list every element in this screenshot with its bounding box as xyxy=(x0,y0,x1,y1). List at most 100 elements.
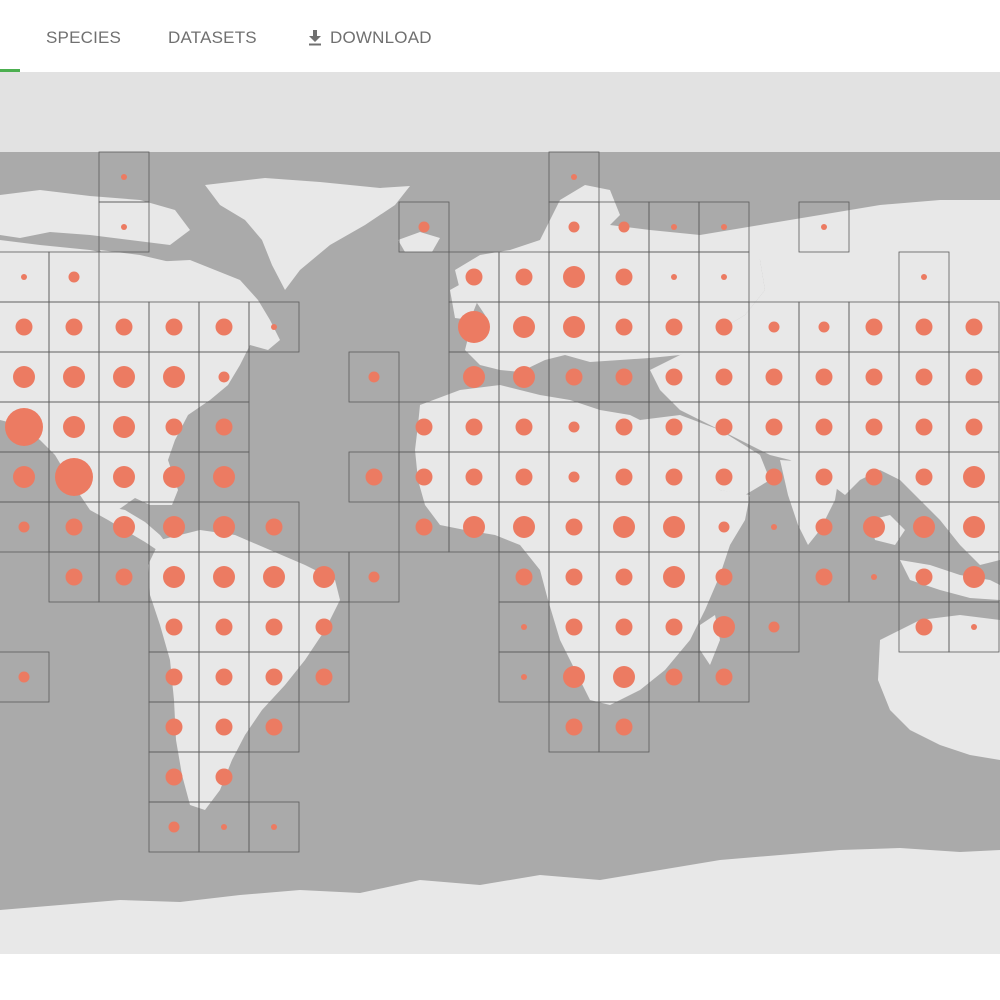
tab-download[interactable]: DOWNLOAD xyxy=(308,24,432,52)
occurrence-dot[interactable] xyxy=(963,466,985,488)
occurrence-dot[interactable] xyxy=(715,468,733,486)
occurrence-dot[interactable] xyxy=(615,468,633,486)
occurrence-dot[interactable] xyxy=(215,768,233,786)
occurrence-dot[interactable] xyxy=(315,618,333,636)
occurrence-dot[interactable] xyxy=(663,516,685,538)
occurrence-dot[interactable] xyxy=(265,618,283,636)
occurrence-dot[interactable] xyxy=(215,668,233,686)
occurrence-dot[interactable] xyxy=(815,418,833,436)
occurrence-dot[interactable] xyxy=(765,468,783,486)
occurrence-dot[interactable] xyxy=(215,718,233,736)
occurrence-dot[interactable] xyxy=(163,516,185,538)
occurrence-dot[interactable] xyxy=(165,718,183,736)
occurrence-dot[interactable] xyxy=(721,274,727,280)
occurrence-dot[interactable] xyxy=(913,516,935,538)
occurrence-dot[interactable] xyxy=(721,224,727,230)
grid-cell[interactable] xyxy=(748,601,800,653)
occurrence-dot[interactable] xyxy=(915,618,933,636)
occurrence-dot[interactable] xyxy=(515,568,533,586)
occurrence-dot[interactable] xyxy=(521,624,527,630)
occurrence-dot[interactable] xyxy=(515,418,533,436)
occurrence-dot[interactable] xyxy=(13,466,35,488)
occurrence-dot[interactable] xyxy=(465,468,483,486)
occurrence-map[interactable] xyxy=(0,72,1000,954)
occurrence-dot[interactable] xyxy=(563,266,585,288)
occurrence-dot[interactable] xyxy=(415,468,433,486)
occurrence-dot[interactable] xyxy=(215,418,233,436)
occurrence-dot[interactable] xyxy=(13,366,35,388)
occurrence-dot[interactable] xyxy=(265,668,283,686)
occurrence-dot[interactable] xyxy=(921,274,927,280)
occurrence-dot[interactable] xyxy=(618,221,630,233)
occurrence-dot[interactable] xyxy=(915,318,933,336)
occurrence-dot[interactable] xyxy=(665,368,683,386)
occurrence-dot[interactable] xyxy=(765,368,783,386)
occurrence-dot[interactable] xyxy=(665,318,683,336)
occurrence-dot[interactable] xyxy=(513,366,535,388)
occurrence-dot[interactable] xyxy=(65,568,83,586)
occurrence-dot[interactable] xyxy=(865,468,883,486)
occurrence-dot[interactable] xyxy=(165,318,183,336)
occurrence-dot[interactable] xyxy=(615,368,633,386)
occurrence-dot[interactable] xyxy=(165,668,183,686)
occurrence-dot[interactable] xyxy=(715,418,733,436)
occurrence-dot[interactable] xyxy=(521,674,527,680)
occurrence-dot[interactable] xyxy=(458,311,490,343)
grid-cell[interactable] xyxy=(298,651,350,703)
tab-datasets[interactable]: DATASETS xyxy=(168,24,257,52)
occurrence-dot[interactable] xyxy=(15,318,33,336)
occurrence-dot[interactable] xyxy=(715,368,733,386)
grid-cell[interactable] xyxy=(248,801,300,853)
occurrence-dot[interactable] xyxy=(615,318,633,336)
occurrence-dot[interactable] xyxy=(221,824,227,830)
occurrence-dot[interactable] xyxy=(168,821,180,833)
occurrence-dot[interactable] xyxy=(63,366,85,388)
occurrence-dot[interactable] xyxy=(568,221,580,233)
occurrence-dot[interactable] xyxy=(113,466,135,488)
occurrence-dot[interactable] xyxy=(665,418,683,436)
occurrence-dot[interactable] xyxy=(5,408,43,446)
occurrence-dot[interactable] xyxy=(768,321,780,333)
grid-cell[interactable] xyxy=(698,651,750,703)
occurrence-dot[interactable] xyxy=(768,621,780,633)
occurrence-dot[interactable] xyxy=(271,824,277,830)
occurrence-dot[interactable] xyxy=(963,516,985,538)
occurrence-dot[interactable] xyxy=(418,221,430,233)
occurrence-dot[interactable] xyxy=(815,368,833,386)
occurrence-dot[interactable] xyxy=(821,224,827,230)
occurrence-dot[interactable] xyxy=(215,618,233,636)
occurrence-dot[interactable] xyxy=(68,271,80,283)
grid-cell[interactable] xyxy=(798,201,850,253)
occurrence-dot[interactable] xyxy=(718,521,730,533)
occurrence-dot[interactable] xyxy=(815,568,833,586)
occurrence-dot[interactable] xyxy=(715,668,733,686)
occurrence-dot[interactable] xyxy=(971,624,977,630)
occurrence-dot[interactable] xyxy=(215,318,233,336)
occurrence-dot[interactable] xyxy=(365,468,383,486)
occurrence-dot[interactable] xyxy=(865,318,883,336)
occurrence-dot[interactable] xyxy=(415,518,433,536)
occurrence-dot[interactable] xyxy=(565,718,583,736)
occurrence-dot[interactable] xyxy=(615,568,633,586)
occurrence-dot[interactable] xyxy=(671,274,677,280)
occurrence-dot[interactable] xyxy=(515,268,533,286)
occurrence-dot[interactable] xyxy=(513,516,535,538)
occurrence-dot[interactable] xyxy=(113,516,135,538)
occurrence-dot[interactable] xyxy=(368,371,380,383)
occurrence-dot[interactable] xyxy=(465,418,483,436)
occurrence-dot[interactable] xyxy=(565,618,583,636)
occurrence-dot[interactable] xyxy=(915,568,933,586)
occurrence-dot[interactable] xyxy=(615,718,633,736)
occurrence-dot[interactable] xyxy=(771,524,777,530)
occurrence-dot[interactable] xyxy=(965,368,983,386)
occurrence-dot[interactable] xyxy=(765,418,783,436)
occurrence-dot[interactable] xyxy=(563,316,585,338)
occurrence-dot[interactable] xyxy=(613,666,635,688)
occurrence-dot[interactable] xyxy=(163,366,185,388)
occurrence-dot[interactable] xyxy=(615,618,633,636)
occurrence-dot[interactable] xyxy=(213,516,235,538)
occurrence-dot[interactable] xyxy=(965,318,983,336)
occurrence-dot[interactable] xyxy=(165,618,183,636)
occurrence-dot[interactable] xyxy=(463,366,485,388)
occurrence-dot[interactable] xyxy=(265,718,283,736)
